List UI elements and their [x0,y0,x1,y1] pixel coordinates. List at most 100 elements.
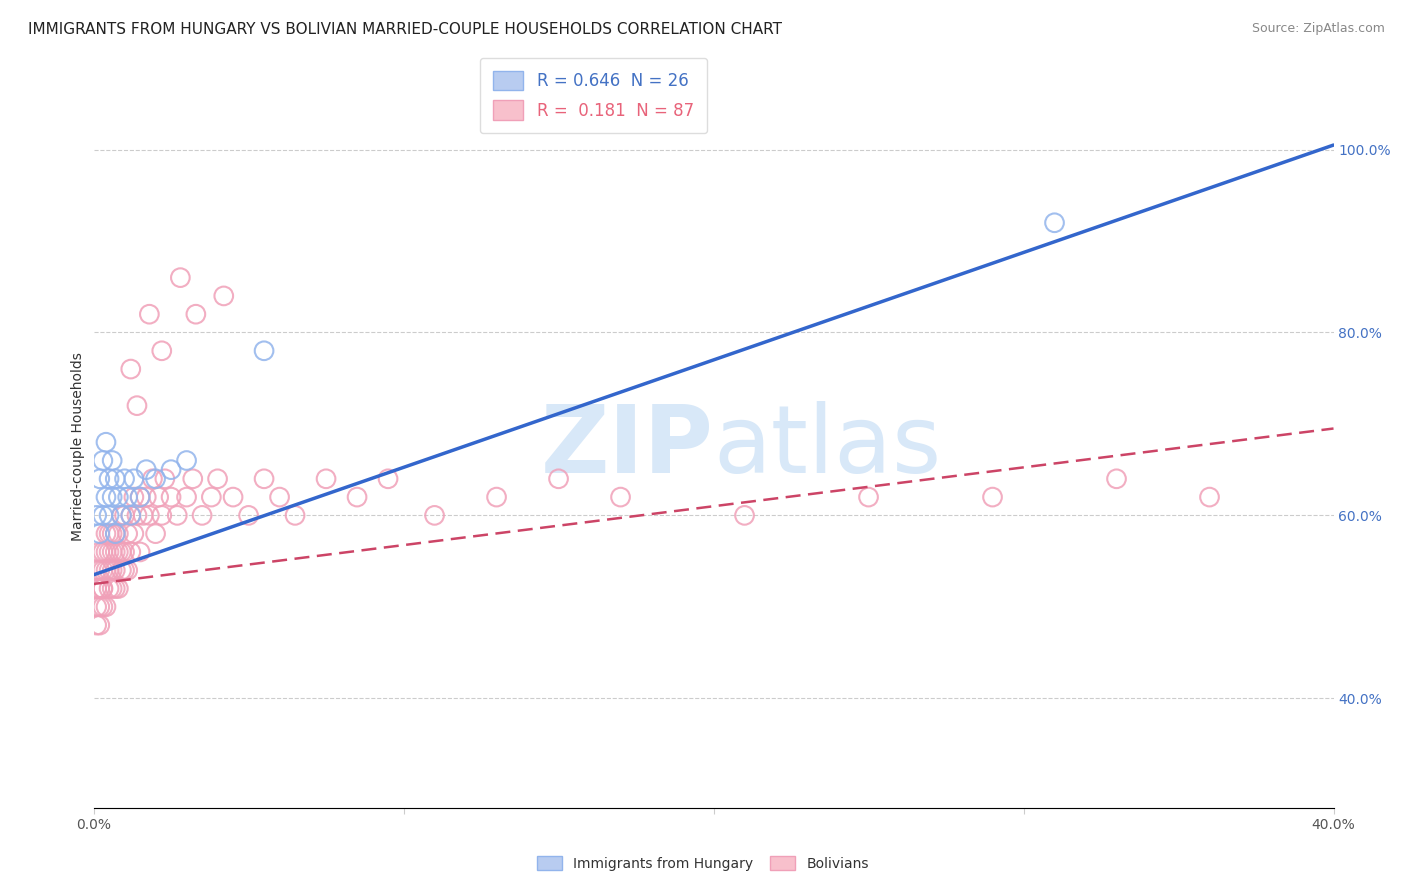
Point [122,490,145,504]
Point [89,472,111,486]
Point [107,545,129,559]
Point [125,508,148,523]
Point [207,472,229,486]
Point [86,582,108,596]
Point [101,545,124,559]
Point [86,563,108,577]
Point [423,508,446,523]
Point [120,508,142,523]
Point [120,508,142,523]
Point [122,472,145,486]
Point [104,472,127,486]
Point [91,582,114,596]
Point [181,472,204,486]
Point [117,490,139,504]
Point [114,563,136,577]
Point [150,508,173,523]
Point [141,472,163,486]
Point [485,490,508,504]
Point [86,508,108,523]
Point [212,289,235,303]
Point [98,526,121,541]
Point [98,582,121,596]
Point [122,526,145,541]
Point [86,599,108,614]
Point [101,490,124,504]
Point [138,307,160,321]
Point [94,490,117,504]
Point [107,582,129,596]
Point [98,508,121,523]
Point [89,526,111,541]
Point [160,490,183,504]
Point [91,508,114,523]
Point [125,399,148,413]
Point [169,270,191,285]
Point [1105,472,1128,486]
Point [129,490,152,504]
Point [91,582,114,596]
Point [94,545,117,559]
Point [89,599,111,614]
Point [253,343,276,358]
Point [176,490,198,504]
Point [1043,216,1066,230]
Point [89,545,111,559]
Point [148,490,170,504]
Point [101,526,124,541]
Point [114,545,136,559]
Point [284,508,307,523]
Point [104,526,127,541]
Point [114,472,136,486]
Text: ZIP: ZIP [541,401,713,492]
Legend: R = 0.646  N = 26, R =  0.181  N = 87: R = 0.646 N = 26, R = 0.181 N = 87 [479,58,707,133]
Point [86,618,108,632]
Text: Source: ZipAtlas.com: Source: ZipAtlas.com [1251,22,1385,36]
Point [98,563,121,577]
Point [191,508,214,523]
Point [132,508,155,523]
Point [135,463,157,477]
Point [138,508,160,523]
Point [89,582,111,596]
Point [734,508,756,523]
Point [253,472,276,486]
Point [184,307,207,321]
Point [104,563,127,577]
Point [120,545,142,559]
Point [129,545,152,559]
Point [98,472,121,486]
Point [377,472,399,486]
Point [176,453,198,467]
Point [110,545,132,559]
Point [315,472,337,486]
Point [94,563,117,577]
Point [150,343,173,358]
Point [269,490,291,504]
Point [110,508,132,523]
Point [110,563,132,577]
Point [94,599,117,614]
Point [101,563,124,577]
Point [107,490,129,504]
Point [117,526,139,541]
Point [104,582,127,596]
Point [91,545,114,559]
Point [145,526,167,541]
Point [89,618,111,632]
Point [153,472,176,486]
Point [104,526,127,541]
Point [98,545,121,559]
Point [858,490,880,504]
Text: IMMIGRANTS FROM HUNGARY VS BOLIVIAN MARRIED-COUPLE HOUSEHOLDS CORRELATION CHART: IMMIGRANTS FROM HUNGARY VS BOLIVIAN MARR… [28,22,782,37]
Point [117,563,139,577]
Point [101,582,124,596]
Y-axis label: Married-couple Households: Married-couple Households [72,352,86,541]
Point [107,526,129,541]
Point [238,508,260,523]
Point [1198,490,1220,504]
Point [120,362,142,376]
Point [160,463,183,477]
Point [145,472,167,486]
Point [981,490,1004,504]
